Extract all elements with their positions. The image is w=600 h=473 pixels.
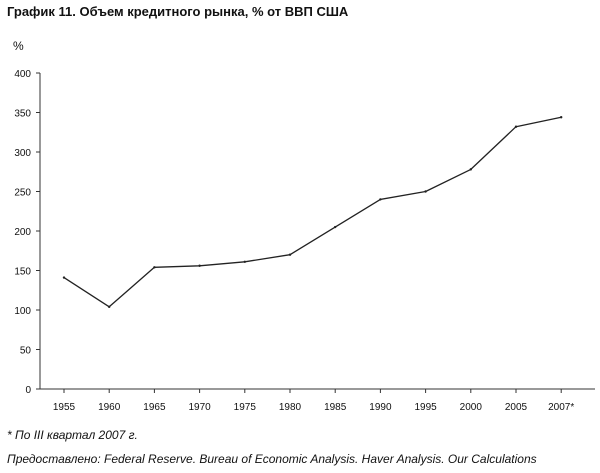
x-tick-label: 1970 bbox=[188, 402, 211, 413]
data-point bbox=[424, 190, 427, 193]
data-point bbox=[469, 168, 472, 171]
data-point bbox=[108, 305, 111, 309]
data-point bbox=[288, 253, 292, 256]
data-point bbox=[379, 198, 382, 201]
x-tick-label: 1980 bbox=[279, 402, 302, 413]
series-line bbox=[63, 116, 562, 308]
data-point bbox=[198, 264, 201, 267]
y-tick-label: 0 bbox=[25, 385, 31, 396]
y-tick-label: 150 bbox=[14, 267, 31, 278]
y-tick-label: 250 bbox=[14, 188, 31, 199]
y-axis: 0 50 100 150 200 250 300 350 400 bbox=[14, 69, 41, 396]
chart-title: График 11. Объем кредитного рынка, % от … bbox=[7, 4, 349, 19]
x-tick-label: 1990 bbox=[369, 402, 392, 413]
series-group bbox=[62, 116, 563, 309]
y-tick-label: 350 bbox=[14, 109, 31, 120]
x-tick-label: 2007* bbox=[548, 402, 574, 413]
x-tick-label: 1985 bbox=[324, 402, 347, 413]
y-tick-label: 400 bbox=[14, 69, 31, 80]
x-tick-label: 1995 bbox=[414, 402, 437, 413]
x-tick-label: 1955 bbox=[53, 402, 76, 413]
data-point bbox=[62, 276, 66, 279]
x-tick-label: 2000 bbox=[460, 402, 483, 413]
footnote: * По III квартал 2007 г. bbox=[7, 428, 138, 442]
y-tick-label: 100 bbox=[14, 306, 31, 317]
x-tick-label: 1965 bbox=[143, 402, 166, 413]
x-axis: 1955 1960 1965 1970 1975 1980 1985 1990 1995 2000… bbox=[40, 388, 595, 413]
data-point bbox=[514, 125, 518, 128]
source-note: Предоставлено: Federal Reserve. Bureau o… bbox=[7, 452, 537, 466]
y-tick-label: 300 bbox=[14, 148, 31, 159]
x-tick-label: 1960 bbox=[98, 402, 121, 413]
data-point bbox=[153, 266, 156, 269]
y-tick-label: 50 bbox=[20, 346, 32, 357]
y-tick-label: 200 bbox=[14, 227, 31, 238]
y-axis-unit-label: % bbox=[13, 39, 24, 53]
data-point bbox=[334, 225, 337, 229]
data-point bbox=[243, 260, 246, 264]
data-point bbox=[560, 116, 563, 119]
x-tick-label: 2005 bbox=[505, 402, 528, 413]
x-tick-label: 1975 bbox=[234, 402, 257, 413]
